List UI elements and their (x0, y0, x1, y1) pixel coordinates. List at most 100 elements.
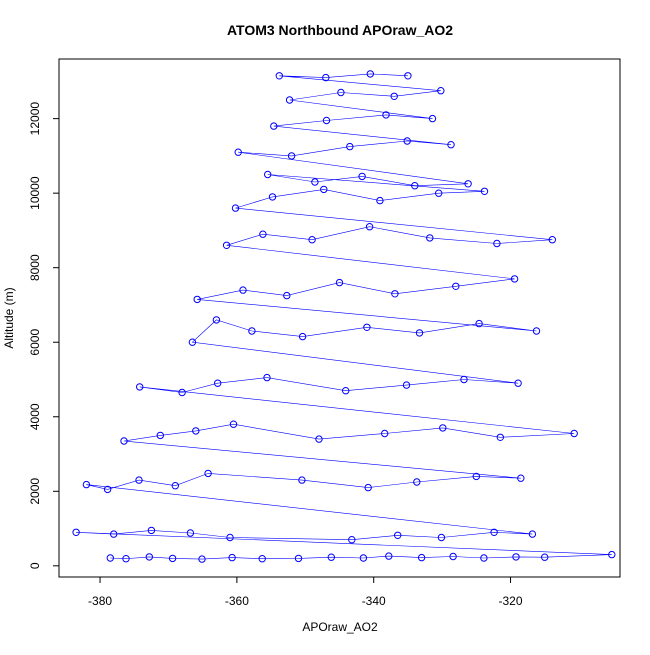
data-point (496, 433, 504, 441)
data-point (358, 172, 366, 181)
data-point (231, 204, 240, 212)
data-point (510, 275, 519, 283)
data-point (186, 529, 195, 537)
data-point (198, 555, 206, 563)
data-point (212, 316, 221, 324)
data-point (464, 180, 472, 188)
data-point (394, 531, 402, 539)
data-point (363, 323, 371, 331)
x-axis-label: APOraw_AO2 (302, 620, 378, 634)
data-point (228, 553, 236, 562)
data-point (472, 472, 480, 481)
data-point (298, 332, 307, 341)
data-point (239, 286, 247, 294)
data-point (145, 553, 154, 561)
data-point (120, 437, 128, 445)
series-line (76, 73, 612, 560)
data-point (122, 555, 130, 563)
data-point (348, 536, 356, 544)
data-point (136, 383, 144, 391)
y-tick-label: 10000 (28, 176, 42, 210)
data-point (283, 291, 291, 300)
data-point (428, 114, 437, 123)
data-point (222, 241, 231, 250)
y-tick-label: 0 (28, 562, 42, 569)
data-point (147, 526, 156, 535)
data-point (270, 122, 278, 130)
data-point (285, 96, 294, 104)
data-point (268, 193, 277, 201)
data-point (480, 187, 489, 196)
data-point (322, 73, 330, 82)
data-point (72, 528, 80, 536)
y-tick-label: 6000 (28, 329, 42, 356)
data-point (366, 70, 374, 78)
data-point (493, 239, 501, 248)
data-point (294, 554, 303, 563)
data-point (608, 550, 616, 559)
data-point (258, 555, 266, 563)
data-point (411, 182, 419, 190)
plot-frame (58, 58, 621, 578)
x-tick-label: -380 (88, 594, 112, 608)
data-point (342, 387, 350, 395)
data-point (204, 469, 212, 478)
data-point (229, 420, 238, 428)
data-point (385, 552, 393, 560)
data-point (417, 553, 426, 562)
data-point (135, 476, 143, 484)
data-point (106, 554, 115, 562)
data-point (263, 373, 271, 382)
data-point (452, 282, 460, 290)
data-point (359, 554, 368, 562)
data-point (248, 327, 256, 335)
data-point (403, 137, 411, 145)
data-point (346, 142, 354, 151)
data-point (188, 338, 197, 346)
y-tick-label: 8000 (28, 254, 42, 281)
y-tick-label: 2000 (28, 478, 42, 505)
data-point (435, 189, 443, 197)
data-point (82, 480, 91, 489)
data-point (226, 533, 234, 542)
data-point (517, 474, 525, 482)
data-point (426, 234, 434, 242)
data-point (447, 141, 455, 149)
x-tick-label: -360 (225, 594, 249, 608)
data-point (548, 236, 556, 244)
x-tick-label: -340 (362, 594, 386, 608)
data-point (437, 87, 445, 95)
data-point (390, 92, 398, 101)
x-tick-label: -320 (499, 594, 523, 608)
data-point (156, 431, 165, 440)
data-point (365, 223, 374, 231)
data-point (103, 485, 112, 494)
data-point (320, 185, 328, 194)
data-point (308, 236, 316, 244)
data-point (337, 88, 345, 97)
data-point (512, 553, 520, 561)
data-point (514, 379, 522, 387)
data-point (382, 111, 390, 119)
data-point (437, 533, 446, 542)
data-point (335, 278, 344, 287)
data-point (264, 170, 272, 179)
data-point (287, 152, 296, 160)
data-point (570, 429, 578, 438)
data-point (327, 553, 335, 561)
data-point (234, 148, 242, 156)
data-point (449, 552, 457, 561)
data-point (322, 116, 331, 125)
data-point (298, 476, 306, 484)
data-point (364, 483, 372, 492)
data-point (168, 554, 177, 563)
data-point (460, 375, 468, 384)
data-point (402, 381, 411, 389)
y-tick-label: 12000 (28, 102, 42, 136)
y-axis-label: Altitude (m) (2, 287, 16, 348)
data-point (214, 379, 222, 387)
data-point (259, 230, 267, 238)
data-point (480, 554, 488, 562)
